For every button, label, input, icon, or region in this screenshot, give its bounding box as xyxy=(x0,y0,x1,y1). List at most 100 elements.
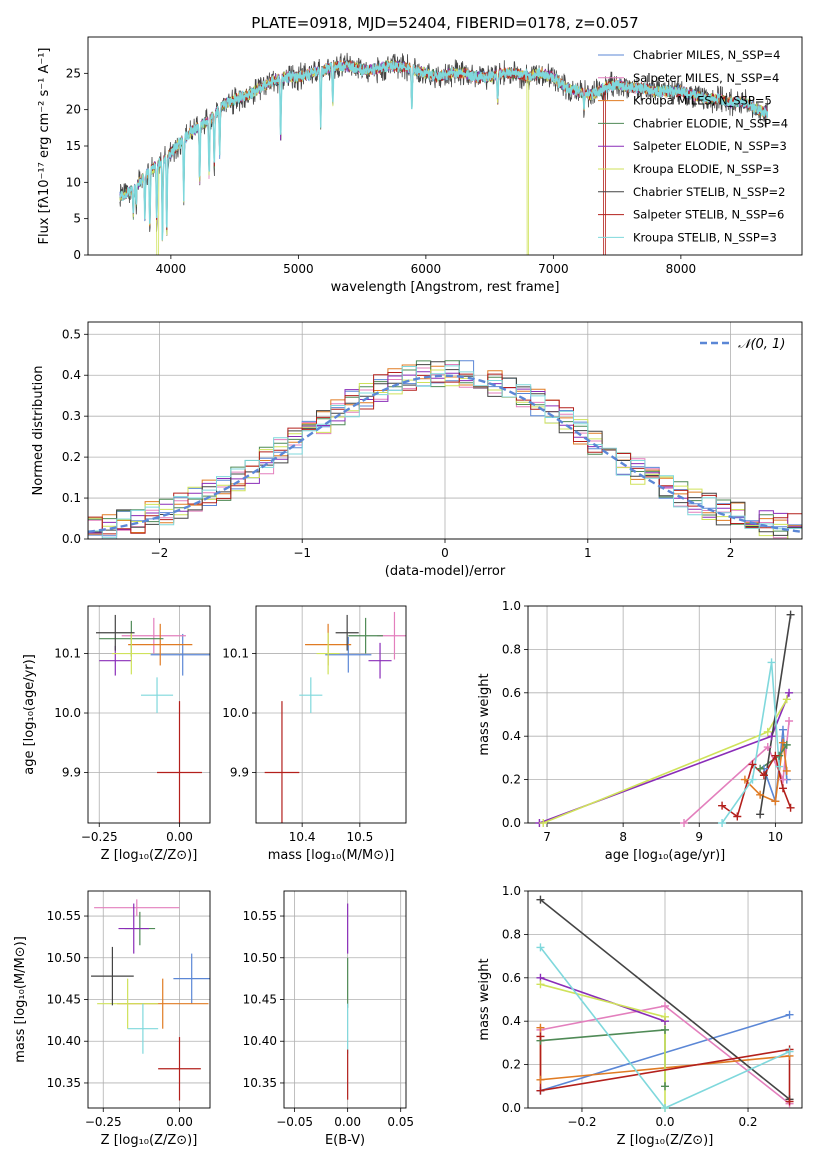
y-tick-label: 1.0 xyxy=(502,599,521,613)
plus-marker xyxy=(785,688,794,697)
plus-marker xyxy=(775,762,784,771)
legend-label: Salpeter MILES, N_SSP=4 xyxy=(633,71,779,85)
x-tick-label: 10 xyxy=(768,830,783,844)
plus-marker xyxy=(771,751,780,760)
legend-label: Chabrier STELIB, N_SSP=2 xyxy=(633,185,785,199)
y-tick-label: 10.50 xyxy=(243,951,277,965)
y-tick-label: 0.4 xyxy=(502,729,521,743)
z-vs-age-panel: −0.25 0.00 9.9 10.0 10.1 Z [log₁₀(Z/Z⊙)] age [… xyxy=(22,605,211,863)
y-tick-label: 1.0 xyxy=(502,884,521,898)
plus-marker xyxy=(767,658,776,667)
y-tick-label: 10.40 xyxy=(243,1034,277,1048)
y-tick-label: 5 xyxy=(73,212,81,226)
plot-area xyxy=(96,614,210,823)
weight-line xyxy=(539,692,790,823)
residuals-panel: −2 −1 0 1 2 0.0 0.1 0.2 0.3 0.4 0.5 (data-model)/er… xyxy=(31,321,803,579)
y-tick-label: 0.8 xyxy=(502,642,521,656)
grid xyxy=(284,891,406,1108)
y-tick-label: 9.9 xyxy=(62,765,81,779)
chart-title: PLATE=0918, MJD=52404, FIBERID=0178, z=0… xyxy=(251,14,638,32)
y-tick-label: 0.0 xyxy=(62,532,81,546)
x-axis-label: age [log₁₀(age/yr)] xyxy=(605,848,726,863)
plus-marker xyxy=(782,766,791,775)
plot-area xyxy=(119,52,769,255)
plot-area xyxy=(88,360,802,539)
plus-marker xyxy=(661,1104,669,1112)
x-axis-label: wavelength [Angstrom, rest frame] xyxy=(331,280,560,295)
axes-frame xyxy=(87,890,211,1109)
plus-marker xyxy=(785,1047,794,1056)
plus-marker xyxy=(785,1097,794,1106)
plus-marker xyxy=(536,1023,545,1032)
x-tick-label: 6000 xyxy=(411,262,442,276)
axes-frame xyxy=(255,605,407,824)
legend-label: Salpeter STELIB, N_SSP=6 xyxy=(633,208,784,222)
x-tick-label: −0.25 xyxy=(81,830,118,844)
y-axis-label: Normed distribution xyxy=(31,366,46,496)
x-tick-label: 10.5 xyxy=(346,830,373,844)
x-tick-label: 7 xyxy=(543,830,551,844)
y-tick-label: 9.9 xyxy=(230,765,249,779)
normal-curve xyxy=(88,374,802,533)
x-tick-label: 5000 xyxy=(283,262,314,276)
x-tick-label: 8 xyxy=(619,830,627,844)
legend-label: Salpeter ELODIE, N_SSP=3 xyxy=(633,139,787,153)
plus-marker xyxy=(536,1075,545,1084)
x-tick-label: 4000 xyxy=(156,262,187,276)
y-tick-label: 0.3 xyxy=(62,409,81,423)
grid xyxy=(256,606,406,823)
legend-label: Kroupa MILES, N_SSP=5 xyxy=(633,94,772,108)
plus-marker xyxy=(782,740,791,749)
x-tick-label: 0.00 xyxy=(166,830,193,844)
plus-marker xyxy=(661,1082,669,1091)
y-axis-label: mass weight xyxy=(477,673,492,755)
x-tick-label: 0 xyxy=(441,546,449,560)
plus-marker xyxy=(782,695,791,704)
x-tick-label: 0.2 xyxy=(738,1115,757,1129)
axes-frame xyxy=(87,605,211,824)
plus-marker xyxy=(785,1010,794,1019)
y-tick-label: 10.0 xyxy=(222,706,249,720)
weight-line xyxy=(539,1036,791,1102)
x-axis-label: E(B-V) xyxy=(325,1133,365,1148)
y-axis-label: mass weight xyxy=(477,958,492,1040)
legend-label: Chabrier ELODIE, N_SSP=4 xyxy=(633,116,788,130)
plus-marker xyxy=(759,771,768,780)
legend: Chabrier MILES, N_SSP=4 Salpeter MILES, N… xyxy=(598,48,788,244)
x-tick-label: 0.05 xyxy=(387,1115,414,1129)
x-tick-label: −0.05 xyxy=(276,1115,313,1129)
grid xyxy=(528,605,802,824)
axes-frame xyxy=(527,605,803,824)
y-tick-label: 0.4 xyxy=(502,1014,521,1028)
y-tick-label: 10.35 xyxy=(243,1076,277,1090)
y-tick-label: 0.0 xyxy=(502,816,521,830)
plus-marker xyxy=(733,812,742,821)
x-tick-label: −0.2 xyxy=(567,1115,596,1129)
y-tick-label: 10.0 xyxy=(54,706,81,720)
plus-marker xyxy=(539,819,548,827)
plus-marker xyxy=(536,1086,545,1095)
weight-line xyxy=(540,977,666,1022)
x-tick-label: 8000 xyxy=(666,262,697,276)
y-tick-label: 0.5 xyxy=(62,327,81,341)
legend-label: Kroupa ELODIE, N_SSP=3 xyxy=(633,162,779,176)
axes-frame xyxy=(283,890,407,1109)
plus-marker xyxy=(748,760,757,769)
y-tick-label: 10.55 xyxy=(47,909,81,923)
plus-marker xyxy=(785,717,794,726)
spectrum-panel: PLATE=0918, MJD=52404, FIBERID=0178, z=0… xyxy=(37,14,803,295)
weight-line xyxy=(540,983,666,1108)
plus-marker xyxy=(718,819,727,827)
plus-marker xyxy=(778,725,787,734)
plus-marker xyxy=(767,732,776,741)
plus-marker xyxy=(661,1025,669,1034)
x-tick-label: −1 xyxy=(293,546,311,560)
y-tick-label: 0 xyxy=(73,248,81,262)
histogram-step xyxy=(88,372,802,539)
plus-marker xyxy=(756,810,765,819)
plot-area xyxy=(539,614,792,823)
y-axis-label: age [log₁₀(age/yr)] xyxy=(22,654,37,775)
weight-line xyxy=(683,720,790,823)
plus-marker xyxy=(536,895,545,904)
